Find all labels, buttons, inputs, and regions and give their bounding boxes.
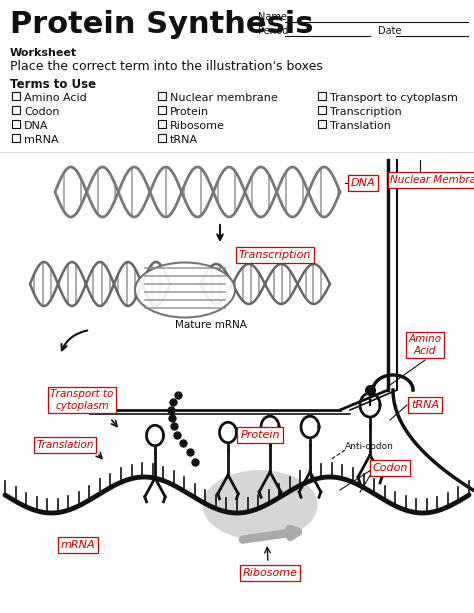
- Bar: [12, 106, 20, 114]
- Text: mRNA: mRNA: [61, 540, 95, 550]
- Bar: [158, 120, 166, 128]
- Ellipse shape: [202, 470, 318, 540]
- Text: Translation: Translation: [36, 440, 94, 450]
- Bar: [318, 106, 326, 114]
- Text: Amino
Acid: Amino Acid: [409, 334, 442, 356]
- Text: tRNA: tRNA: [170, 135, 198, 145]
- Text: Transcription: Transcription: [330, 107, 402, 117]
- Text: Codon: Codon: [24, 107, 60, 117]
- Bar: [318, 120, 326, 128]
- Text: Terms to Use: Terms to Use: [10, 78, 96, 91]
- Bar: [12, 120, 20, 128]
- Text: Transcription: Transcription: [239, 250, 311, 260]
- Ellipse shape: [135, 262, 235, 318]
- Bar: [158, 134, 166, 142]
- Bar: [12, 92, 20, 100]
- Text: Worksheet: Worksheet: [10, 48, 77, 58]
- Text: Protein Synthesis: Protein Synthesis: [10, 10, 313, 39]
- Text: Nuclear Membrane: Nuclear Membrane: [391, 175, 474, 185]
- Text: Transport to cytoplasm: Transport to cytoplasm: [330, 93, 458, 103]
- Text: Translation: Translation: [330, 121, 391, 131]
- Text: Codon: Codon: [372, 463, 408, 473]
- Text: Name: Name: [258, 12, 287, 22]
- Text: Nuclear membrane: Nuclear membrane: [170, 93, 278, 103]
- Text: Ribosome: Ribosome: [170, 121, 225, 131]
- Text: DNA: DNA: [24, 121, 48, 131]
- Text: Protein: Protein: [240, 430, 280, 440]
- Text: DNA: DNA: [351, 178, 375, 188]
- Text: Period: Period: [258, 26, 288, 36]
- Text: Place the correct term into the illustration's boxes: Place the correct term into the illustra…: [10, 60, 323, 73]
- Bar: [158, 92, 166, 100]
- Text: Date: Date: [378, 26, 401, 36]
- Bar: [158, 106, 166, 114]
- Text: Protein: Protein: [170, 107, 209, 117]
- Text: tRNA: tRNA: [411, 400, 439, 410]
- Text: Transport to
cytoplasm: Transport to cytoplasm: [50, 389, 114, 411]
- Text: Ribosome: Ribosome: [243, 568, 298, 578]
- Bar: [318, 92, 326, 100]
- Text: Amino Acid: Amino Acid: [24, 93, 87, 103]
- Text: mRNA: mRNA: [24, 135, 59, 145]
- Bar: [12, 134, 20, 142]
- Text: Mature mRNA: Mature mRNA: [175, 320, 247, 330]
- Text: Anti-codon: Anti-codon: [345, 442, 394, 451]
